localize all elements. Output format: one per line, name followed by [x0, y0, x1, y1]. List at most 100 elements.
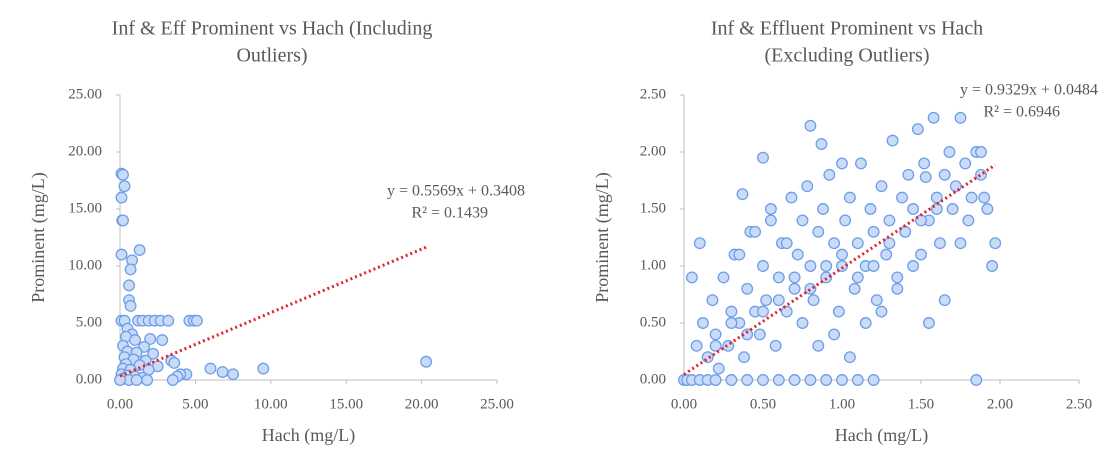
point: [129, 334, 142, 347]
x-tick-label: 5.00: [182, 396, 208, 412]
point: [117, 168, 129, 181]
point: [115, 248, 128, 261]
point: [804, 374, 817, 386]
y-tick-label: 2.00: [640, 143, 666, 159]
x-tick-label: 0.00: [107, 396, 133, 412]
point: [938, 168, 951, 181]
point: [749, 225, 762, 238]
point: [144, 333, 157, 345]
chart-title: Inf & Effluent Prominent vs Hach: [711, 18, 983, 40]
point: [796, 214, 809, 227]
point: [788, 374, 801, 386]
point: [124, 299, 137, 312]
y-tick-label: 1.00: [640, 257, 666, 273]
point: [922, 317, 935, 329]
point: [757, 151, 769, 164]
point: [927, 111, 940, 124]
x-tick-label: 1.50: [908, 396, 934, 412]
point: [836, 248, 848, 261]
chart-title: Outliers): [236, 45, 307, 67]
point: [166, 374, 179, 386]
point: [975, 146, 987, 158]
point: [962, 214, 975, 227]
point: [757, 260, 769, 272]
point: [812, 225, 825, 238]
point: [117, 214, 129, 227]
point: [823, 168, 836, 181]
x-tick-label: 20.00: [405, 396, 439, 412]
point: [788, 271, 801, 284]
y-tick-label: 2.50: [640, 86, 666, 102]
point: [848, 282, 861, 295]
y-tick-label: 20.00: [68, 143, 102, 159]
point: [760, 294, 773, 307]
y-tick-label: 10.00: [68, 257, 102, 273]
point: [820, 271, 833, 284]
point: [130, 374, 143, 386]
point: [706, 294, 719, 307]
x-tick-label: 2.50: [1066, 396, 1092, 412]
point: [820, 374, 833, 386]
point: [896, 191, 908, 204]
point: [190, 314, 203, 327]
point: [981, 203, 994, 215]
point: [891, 282, 904, 295]
point: [880, 248, 893, 261]
y-tick-label: 5.00: [76, 314, 102, 330]
x-tick-label: 15.00: [329, 396, 363, 412]
point: [965, 191, 978, 204]
point: [791, 248, 804, 261]
point: [817, 203, 829, 215]
point: [753, 328, 766, 341]
y-axis-title: Prominent (mg/L): [592, 172, 613, 302]
point: [785, 191, 798, 204]
point: [204, 362, 217, 375]
point: [978, 191, 991, 204]
point: [690, 339, 703, 352]
point: [741, 282, 754, 295]
point: [162, 314, 175, 327]
point: [216, 366, 229, 378]
point: [757, 374, 769, 386]
chart-title: (Excluding Outliers): [765, 45, 930, 67]
annotation: R² = 0.6946: [984, 104, 1061, 121]
point: [693, 237, 706, 250]
point: [804, 260, 817, 272]
point: [859, 317, 872, 329]
y-tick-label: 25.00: [68, 86, 102, 102]
point: [772, 271, 785, 284]
x-tick-label: 2.00: [987, 396, 1013, 412]
y-tick-label: 1.50: [640, 200, 666, 216]
point: [907, 203, 920, 215]
annotation: y = 0.5569x + 0.3408: [387, 183, 525, 200]
y-axis-title: Prominent (mg/L): [28, 172, 49, 302]
point: [709, 374, 722, 386]
point: [864, 203, 877, 215]
point: [741, 374, 754, 386]
point: [725, 317, 738, 329]
y-tick-label: 0.00: [76, 371, 102, 387]
point: [168, 356, 181, 369]
point: [736, 188, 749, 201]
point: [954, 237, 967, 250]
x-tick-label: 25.00: [480, 396, 514, 412]
point: [804, 119, 817, 132]
point: [832, 305, 845, 318]
point: [918, 157, 931, 170]
point: [147, 347, 160, 360]
point: [954, 111, 967, 124]
point: [738, 351, 750, 364]
point: [118, 180, 131, 193]
point: [851, 271, 864, 284]
point: [851, 374, 864, 386]
point: [801, 180, 814, 193]
point: [836, 157, 848, 170]
point: [709, 328, 722, 341]
point: [839, 214, 852, 227]
point: [772, 374, 785, 386]
x-tick-label: 10.00: [254, 396, 288, 412]
point: [886, 134, 899, 147]
x-tick-label: 1.00: [829, 396, 855, 412]
point: [420, 355, 433, 368]
point: [780, 237, 793, 250]
